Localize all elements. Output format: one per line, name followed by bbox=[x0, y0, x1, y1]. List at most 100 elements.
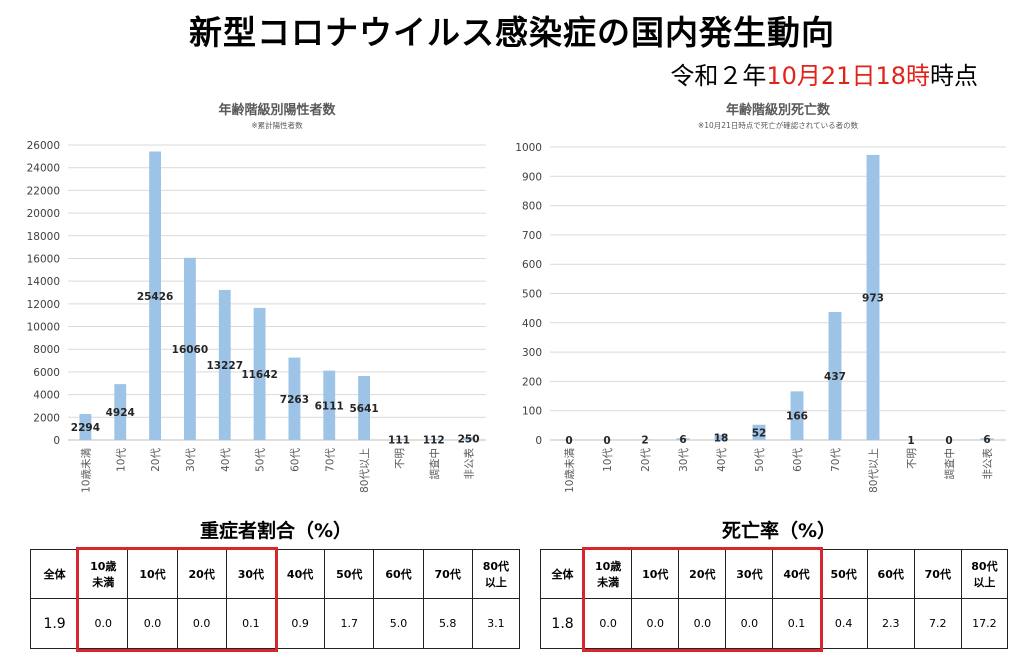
data-label: 1 bbox=[907, 435, 914, 447]
severe-ratio-table-title: 重症者割合（%） bbox=[200, 520, 353, 542]
chart-title: 年齢階級別死亡数 bbox=[726, 102, 831, 118]
bar bbox=[79, 413, 92, 440]
table-value-cell: 1.7 bbox=[324, 598, 375, 649]
data-label: 7263 bbox=[280, 394, 309, 406]
y-tick-label: 500 bbox=[522, 289, 542, 301]
y-tick-label: 600 bbox=[522, 259, 542, 271]
chart-subtitle: ※10月21日時点で死亡が確認されている者の数 bbox=[698, 120, 859, 130]
x-tick-label: 70代 bbox=[830, 448, 842, 472]
chart-title: 年齢階級別陽性者数 bbox=[218, 102, 336, 118]
data-label: 111 bbox=[388, 434, 410, 446]
table-header-cell: 80代 以上 bbox=[960, 549, 1009, 599]
table-header-cell: 全体 bbox=[29, 549, 80, 599]
table-header-cell: 20代 bbox=[678, 549, 727, 599]
table-value-cell: 0.0 bbox=[176, 598, 227, 649]
x-tick-label: 20代 bbox=[150, 448, 162, 472]
as-of-date: 10月21日18時 bbox=[766, 62, 930, 90]
table-header-cell: 70代 bbox=[913, 549, 962, 599]
x-tick-label: 70代 bbox=[324, 448, 336, 472]
bar bbox=[218, 289, 231, 440]
y-tick-label: 700 bbox=[522, 230, 542, 242]
table-header-cell: 50代 bbox=[324, 549, 375, 599]
x-tick-label: 80代以上 bbox=[868, 448, 880, 493]
table-value-cell: 2.3 bbox=[866, 598, 915, 649]
y-tick-label: 400 bbox=[522, 318, 542, 330]
x-tick-label: 80代以上 bbox=[359, 448, 371, 493]
table-value-cell: 0.4 bbox=[819, 598, 868, 649]
as-of-suffix: 時点 bbox=[930, 62, 978, 90]
x-tick-label: 調査中 bbox=[943, 448, 956, 480]
x-tick-label: 10歳未満 bbox=[564, 448, 576, 493]
deaths-chart: 年齢階級別死亡数 ※10月21日時点で死亡が確認されている者の数 0 1 0 0 200 30… bbox=[515, 102, 1006, 493]
table-value-cell: 0.0 bbox=[678, 598, 727, 649]
data-label: 25426 bbox=[137, 291, 174, 303]
positive-cases-chart-panel: 年齢階級別陽性者数 ※累計陽性者数 0 2000 4000 6000 8000 10000 12… bbox=[8, 90, 490, 505]
table-header-cell: 30代 bbox=[225, 549, 276, 599]
table-value-cell: 0.0 bbox=[78, 598, 129, 649]
bar bbox=[866, 154, 880, 440]
table-value-cell: 0.0 bbox=[631, 598, 680, 649]
table-header-cell: 80代 以上 bbox=[471, 549, 521, 599]
data-label: 4924 bbox=[106, 407, 135, 419]
x-tick-label: 非公表 bbox=[981, 448, 994, 480]
data-label: 6 bbox=[983, 434, 990, 446]
bar bbox=[462, 437, 475, 440]
bar bbox=[392, 438, 405, 440]
table-header-cell: 50代 bbox=[819, 549, 868, 599]
bar bbox=[288, 357, 301, 440]
table-header-cell: 10代 bbox=[631, 549, 680, 599]
data-label: 6111 bbox=[315, 400, 344, 412]
y-tick-label: 300 bbox=[522, 347, 542, 359]
y-tick-label: 8000 bbox=[33, 344, 60, 356]
x-tick-label: 60代 bbox=[792, 448, 804, 472]
x-tick-label: 30代 bbox=[185, 448, 197, 472]
y-tick-label: 14000 bbox=[27, 276, 60, 288]
table-value-cell: 0.1 bbox=[772, 598, 821, 649]
table-value-cell: 17.2 bbox=[960, 598, 1009, 649]
y-tick-label: 16000 bbox=[27, 253, 60, 265]
y-tick-label: 200 bbox=[522, 376, 542, 388]
data-label: 112 bbox=[423, 434, 445, 446]
bar bbox=[358, 375, 371, 440]
positive-cases-chart: 年齢階級別陽性者数 ※累計陽性者数 0 2000 4000 6000 8000 10000 12… bbox=[27, 102, 486, 493]
table-value-cell: 0.0 bbox=[584, 598, 633, 649]
y-tick-label: 12000 bbox=[27, 299, 60, 311]
bar bbox=[676, 438, 690, 440]
data-label: 5641 bbox=[349, 403, 378, 415]
data-label: 0 bbox=[565, 435, 572, 447]
table-header-cell: 30代 bbox=[725, 549, 774, 599]
table-header-cell: 全体 bbox=[539, 549, 586, 599]
table-header-cell: 20代 bbox=[176, 549, 227, 599]
bar bbox=[183, 257, 196, 440]
table-value-cell: 1.8 bbox=[539, 598, 586, 649]
table-header-cell: 10歳 未満 bbox=[584, 549, 633, 599]
table-header-cell: 60代 bbox=[373, 549, 424, 599]
x-tick-label: 60代 bbox=[289, 448, 301, 472]
y-tick-label: 18000 bbox=[27, 231, 60, 243]
data-label: 0 bbox=[945, 435, 952, 447]
data-label: 16060 bbox=[172, 344, 209, 356]
table-header-row: 全体 10歳 未満 10代 20代 30代 40代 50代 60代 70代 80代 以上 bbox=[539, 549, 1009, 599]
y-tick-label: 0 bbox=[53, 435, 60, 447]
x-tick-label: 10代 bbox=[115, 448, 127, 472]
table-value-cell: 3.1 bbox=[471, 598, 521, 649]
table-header-cell: 40代 bbox=[274, 549, 326, 599]
table-value-cell: 0.0 bbox=[127, 598, 178, 649]
chart-subtitle: ※累計陽性者数 bbox=[251, 120, 303, 130]
page-title: 新型コロナウイルス感染症の国内発生動向 bbox=[189, 13, 835, 52]
bar bbox=[980, 438, 994, 440]
bar bbox=[253, 307, 266, 440]
y-tick-label: 4000 bbox=[33, 390, 60, 402]
table-value-cell: 0.9 bbox=[274, 598, 326, 649]
bar bbox=[427, 438, 440, 440]
y-tick-label: 1000 bbox=[515, 142, 542, 154]
bar bbox=[149, 151, 162, 440]
y-tick-label: 10000 bbox=[27, 322, 60, 334]
x-tick-label: 10代 bbox=[602, 448, 614, 472]
bar bbox=[114, 384, 127, 440]
data-label: 18 bbox=[714, 432, 729, 444]
bar bbox=[790, 391, 804, 440]
data-label: 0 bbox=[603, 435, 610, 447]
bar bbox=[828, 311, 842, 440]
x-tick-label: 10歳未満 bbox=[80, 448, 92, 493]
